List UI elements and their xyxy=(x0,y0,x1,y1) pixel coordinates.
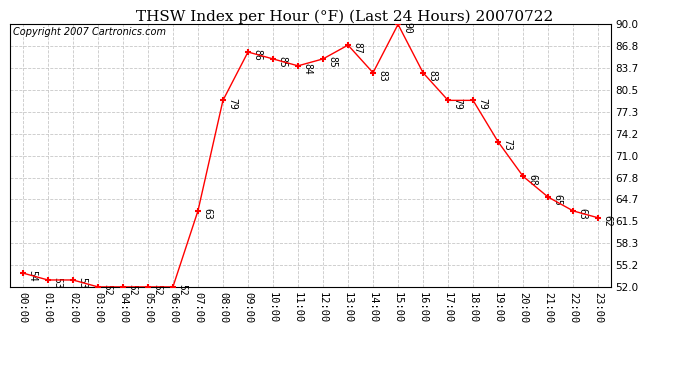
Text: 87: 87 xyxy=(352,42,362,54)
Text: 65: 65 xyxy=(552,194,562,206)
Text: 53: 53 xyxy=(52,277,62,289)
Text: 68: 68 xyxy=(527,174,538,185)
Text: 90: 90 xyxy=(402,22,412,33)
Text: 83: 83 xyxy=(377,70,387,82)
Text: 79: 79 xyxy=(227,98,237,109)
Text: 85: 85 xyxy=(277,56,287,68)
Text: 53: 53 xyxy=(77,277,87,289)
Text: 79: 79 xyxy=(477,98,487,109)
Text: 52: 52 xyxy=(152,284,162,296)
Text: 52: 52 xyxy=(177,284,187,296)
Text: 52: 52 xyxy=(102,284,112,296)
Text: 54: 54 xyxy=(27,270,37,282)
Text: 79: 79 xyxy=(452,98,462,109)
Text: 85: 85 xyxy=(327,56,337,68)
Text: 84: 84 xyxy=(302,63,312,75)
Text: THSW Index per Hour (°F) (Last 24 Hours) 20070722: THSW Index per Hour (°F) (Last 24 Hours)… xyxy=(137,9,553,24)
Text: 52: 52 xyxy=(127,284,137,296)
Text: 73: 73 xyxy=(502,139,512,151)
Text: 63: 63 xyxy=(578,208,587,220)
Text: 63: 63 xyxy=(202,208,212,220)
Text: 86: 86 xyxy=(252,49,262,61)
Text: 83: 83 xyxy=(427,70,437,82)
Text: Copyright 2007 Cartronics.com: Copyright 2007 Cartronics.com xyxy=(13,27,166,37)
Text: 62: 62 xyxy=(602,215,612,227)
